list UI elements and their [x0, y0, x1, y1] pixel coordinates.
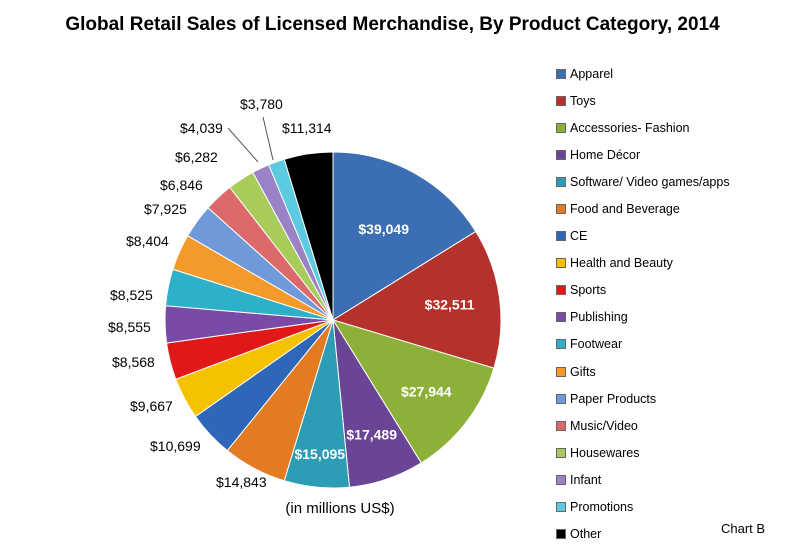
legend-swatch	[556, 68, 566, 79]
legend-label: Housewares	[570, 445, 640, 460]
leader-line-promotions	[262, 116, 274, 161]
legend-label: CE	[570, 229, 588, 244]
legend-item-gifts: Gifts	[556, 358, 730, 385]
legend-item-housewares: Housewares	[556, 439, 730, 466]
legend-label: Publishing	[570, 310, 628, 325]
legend-item-paper-products: Paper Products	[556, 385, 730, 412]
slice-label-footwear: $8,525	[110, 287, 153, 303]
legend-swatch	[556, 176, 566, 187]
legend-item-software-video-games-apps: Software/ Video games/apps	[556, 168, 730, 195]
legend-swatch	[556, 231, 566, 242]
slice-label-ce: $10,699	[150, 438, 201, 454]
slice-label-toys: $32,511	[425, 297, 475, 313]
legend-item-home-d-cor: Home Décor	[556, 141, 730, 168]
legend-swatch	[556, 204, 566, 215]
legend-item-toys: Toys	[556, 87, 730, 114]
slice-label-software-video-games-apps: $15,095	[294, 446, 345, 462]
chart-title: Global Retail Sales of Licensed Merchand…	[65, 14, 720, 35]
legend-label: Sports	[570, 283, 607, 298]
legend-swatch	[556, 95, 566, 106]
legend-swatch	[556, 447, 566, 458]
legend-label: Gifts	[570, 364, 596, 379]
legend-swatch	[556, 393, 566, 404]
legend-swatch	[556, 258, 566, 269]
legend-swatch	[556, 339, 566, 350]
legend-label: Accessories- Fashion	[570, 120, 690, 135]
legend-item-promotions: Promotions	[556, 494, 730, 521]
legend-swatch	[556, 474, 566, 485]
legend-label: Food and Beverage	[570, 202, 680, 217]
legend-swatch	[556, 529, 566, 540]
legend-label: Promotions	[570, 500, 634, 515]
chart-legend: Apparel Toys Accessories- Fashion Home Déco…	[556, 60, 730, 548]
slice-label-health-and-beauty: $9,667	[130, 398, 173, 414]
legend-item-sports: Sports	[556, 277, 730, 304]
unit-note: (in millions US$)	[285, 500, 395, 517]
chart-tag: Chart B	[721, 521, 766, 536]
pie-slice-other	[283, 151, 334, 321]
legend-item-infant: Infant	[556, 466, 730, 493]
slice-label-promotions: $3,780	[240, 96, 283, 112]
slice-label-apparel: $39,049	[358, 221, 409, 237]
legend-item-accessories-fashion: Accessories- Fashion	[556, 114, 730, 141]
slice-label-infant: $4,039	[180, 120, 223, 136]
slice-label-gifts: $8,404	[126, 233, 169, 249]
slice-label-accessories-fashion: $27,944	[401, 384, 452, 400]
legend-swatch	[556, 122, 566, 133]
legend-swatch	[556, 149, 566, 160]
legend-swatch	[556, 366, 566, 377]
legend-label: Music/Video	[570, 418, 638, 433]
legend-swatch	[556, 502, 566, 513]
slice-label-paper-products: $7,925	[144, 201, 187, 217]
pie-slice-accessories-fashion	[331, 319, 495, 464]
slice-label-publishing: $8,555	[108, 319, 151, 335]
slice-label-housewares: $6,282	[175, 149, 218, 165]
legend-label: Infant	[570, 472, 602, 487]
legend-label: Footwear	[570, 337, 623, 352]
pie-slice-apparel	[332, 151, 477, 321]
legend-item-apparel: Apparel	[556, 60, 730, 87]
legend-item-publishing: Publishing	[556, 304, 730, 331]
slice-label-food-and-beverage: $14,843	[216, 474, 267, 490]
legend-label: Toys	[570, 93, 596, 108]
legend-item-music-video: Music/Video	[556, 412, 730, 439]
legend-swatch	[556, 420, 566, 431]
legend-label: Health and Beauty	[570, 256, 673, 271]
leader-line-infant	[227, 127, 259, 163]
legend-item-footwear: Footwear	[556, 331, 730, 358]
legend-item-other: Other	[556, 521, 730, 548]
pie-slice-toys	[331, 230, 502, 369]
legend-label: Home Décor	[570, 147, 641, 162]
slice-label-music-video: $6,846	[160, 177, 203, 193]
legend-swatch	[556, 285, 566, 296]
legend-item-ce: CE	[556, 223, 730, 250]
legend-swatch	[556, 312, 566, 323]
legend-item-food-and-beverage: Food and Beverage	[556, 195, 730, 222]
legend-label: Other	[570, 527, 602, 542]
legend-label: Software/ Video games/apps	[570, 174, 730, 189]
legend-item-health-and-beauty: Health and Beauty	[556, 250, 730, 277]
legend-label: Paper Products	[570, 391, 657, 406]
legend-label: Apparel	[570, 66, 614, 81]
slice-label-home-d-cor: $17,489	[346, 427, 397, 443]
slice-label-other: $11,314	[282, 120, 332, 136]
slice-label-sports: $8,568	[112, 354, 155, 370]
